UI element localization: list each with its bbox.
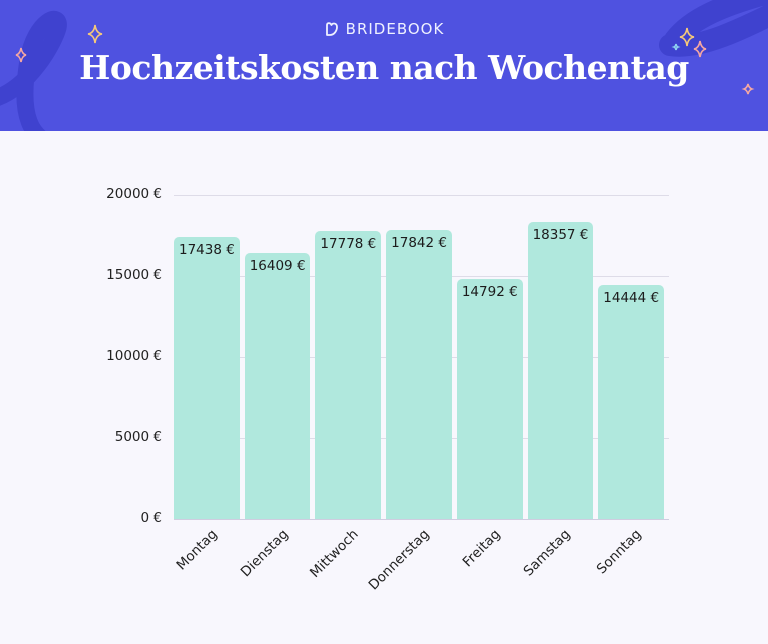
bar-value-label: 16409 € <box>249 258 306 275</box>
bar-donnerstag: 17842 € <box>386 229 452 519</box>
x-axis-category-label: Montag <box>173 526 221 574</box>
bar-value-label: 17778 € <box>320 235 377 252</box>
bar-freitag: 14792 € <box>456 279 523 519</box>
bar-samstag: 18357 € <box>527 221 594 519</box>
y-axis-tick-label: 20000 € <box>106 186 162 202</box>
bar-value-label: 18357 € <box>532 226 589 243</box>
bar-value-label: 14444 € <box>603 290 660 306</box>
page-title: Hochzeitskosten nach Wochentag <box>79 48 689 87</box>
y-axis-tick-label: 10000 € <box>106 348 162 364</box>
bar-dienstag: 16409 € <box>244 253 311 519</box>
brand-logo: BRIDEBOOK <box>0 20 768 38</box>
y-axis-tick-label: 0 € <box>140 510 162 526</box>
x-axis-category-label: Sonntag <box>593 526 645 578</box>
bar-value-label: 17438 € <box>179 241 235 258</box>
y-axis-tick-label: 15000 € <box>106 267 162 283</box>
brand-name: BRIDEBOOK <box>345 20 445 38</box>
bar-sonntag: 14444 € <box>598 285 664 519</box>
x-axis-category-label: Donnerstag <box>365 526 433 594</box>
bar-value-label: 14792 € <box>461 284 518 301</box>
bar-value-label: 17842 € <box>391 234 447 251</box>
x-axis-baseline <box>174 519 669 520</box>
bridebook-logo-icon <box>325 22 338 36</box>
bar-montag: 17438 € <box>174 236 240 519</box>
y-axis-tick-label: 5000 € <box>114 429 162 445</box>
bar-mittwoch: 17778 € <box>315 230 382 519</box>
gridline <box>174 195 669 196</box>
